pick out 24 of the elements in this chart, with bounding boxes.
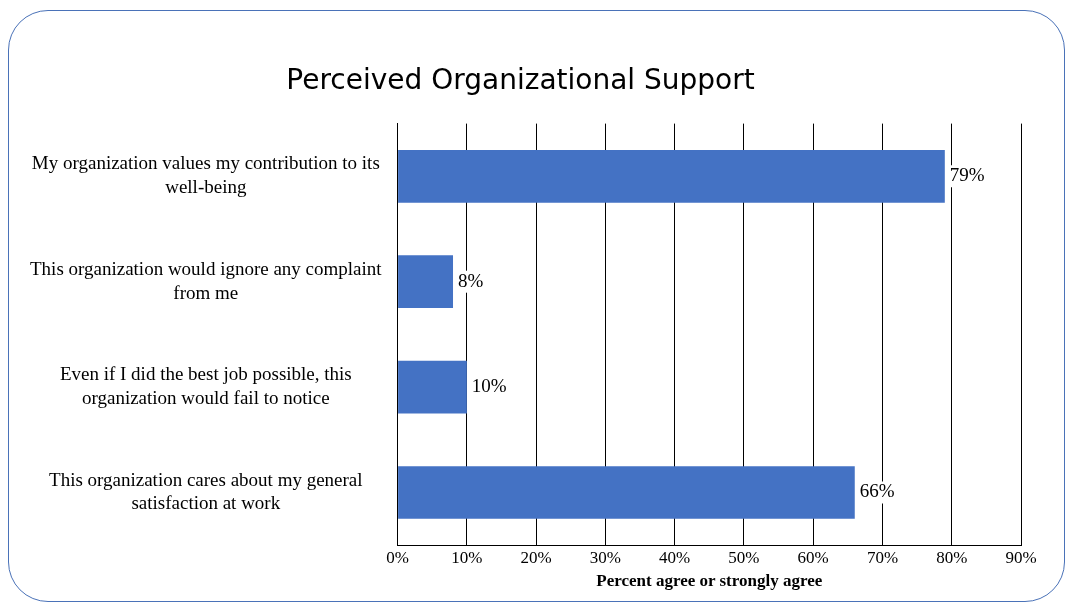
bar — [398, 255, 454, 309]
x-tick-label: 20% — [520, 547, 552, 567]
chart-title: Perceived Organizational Support — [286, 63, 755, 97]
y-tick-label: My organization values my contribution to its well-being — [31, 152, 380, 198]
bar — [398, 360, 467, 414]
data-label: 8% — [458, 269, 484, 291]
bar — [398, 466, 855, 519]
data-label: 66% — [859, 480, 895, 502]
data-label: 79% — [949, 164, 985, 186]
data-label: 10% — [471, 375, 507, 397]
bar — [398, 149, 945, 203]
x-tick-label: 80% — [936, 547, 968, 567]
x-tick-label: 70% — [866, 547, 899, 567]
x-tick-label: 60% — [797, 547, 829, 567]
y-tick-label: This organization cares about my general satisfaction at work — [49, 468, 363, 514]
x-axis-title: Percent agree or strongly agree — [596, 571, 823, 591]
x-tick-label: 0% — [386, 547, 409, 567]
x-tick-label: 30% — [589, 547, 621, 567]
x-tick-label: 50% — [728, 547, 760, 567]
x-tick-label: 10% — [451, 547, 483, 567]
y-tick-label: Even if I did the best job possible, this organization would fail to notice — [59, 363, 352, 408]
x-tick-label: 90% — [1005, 547, 1037, 567]
x-tick-label: 40% — [659, 547, 691, 567]
y-tick-label: This organization would ignore any complaint from me — [30, 257, 383, 303]
